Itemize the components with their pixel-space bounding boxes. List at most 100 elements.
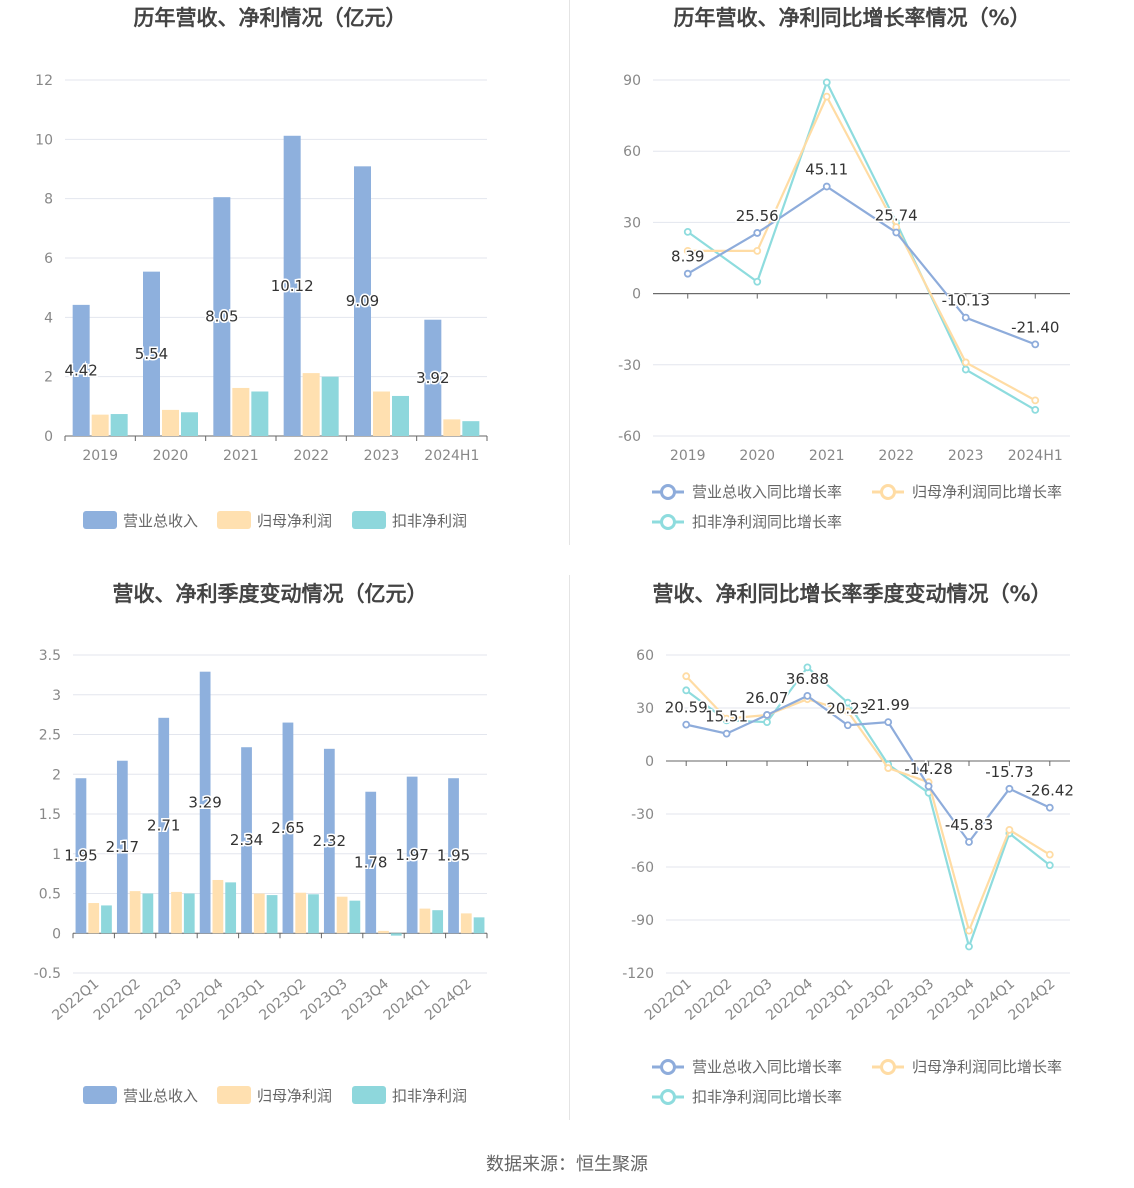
annual-growth-rate-chart: 历年营收、净利同比增长率情况（%） -60 -30 0 30 60 90 2019 2020 20… — [618, 6, 1070, 531]
legend-swatch — [83, 1086, 117, 1104]
data-point — [803, 663, 812, 672]
legend-label: 营业总收入 — [123, 512, 198, 530]
bar-parent-profit — [302, 373, 320, 436]
data-label: 2.17 — [106, 838, 139, 856]
x-tick-label: 2019 — [82, 448, 118, 464]
data-point — [843, 698, 852, 707]
data-label: -10.13 — [942, 292, 990, 310]
data-label: 9.09 — [346, 292, 379, 310]
legend-swatch — [217, 1086, 251, 1104]
bar-parent-profit — [232, 387, 250, 436]
data-point — [1031, 396, 1040, 405]
data-label: 26.07 — [746, 689, 789, 707]
x-tick-label: 2023 — [364, 448, 400, 464]
data-label: 21.99 — [867, 696, 910, 714]
y-tick-label: 30 — [636, 701, 654, 717]
chart-title: 营收、净利同比增长率季度变动情况（%） — [652, 582, 1051, 606]
line-series — [685, 675, 1051, 935]
x-tick-label: 2023 — [948, 448, 984, 464]
x-tick-label: 2022 — [878, 448, 914, 464]
legend-label: 归母净利润 — [257, 512, 332, 530]
data-point — [682, 720, 691, 729]
bar-revenue — [143, 271, 160, 436]
data-point — [683, 227, 692, 236]
y-tick-label: 0.5 — [39, 887, 61, 903]
bar-parent-profit — [373, 391, 390, 436]
x-tick-label: 2021 — [223, 448, 259, 464]
chart-title: 历年营收、净利情况（亿元） — [134, 6, 407, 30]
legend-label: 归母净利润同比增长率 — [912, 483, 1062, 501]
data-point — [722, 729, 731, 738]
data-point — [843, 707, 852, 716]
bar-parent-profit — [88, 903, 100, 934]
line-series — [685, 694, 1051, 844]
data-point — [803, 691, 812, 700]
y-tick-label: 60 — [636, 648, 654, 664]
bar-deducted-profit — [462, 421, 480, 436]
data-label: 45.11 — [805, 161, 848, 179]
bar-revenue — [116, 760, 128, 934]
data-label: 2.71 — [147, 817, 180, 835]
data-label: 25.56 — [736, 207, 779, 225]
bar-revenue — [241, 747, 252, 934]
data-point — [884, 764, 893, 772]
data-point — [1031, 405, 1040, 414]
line-series — [685, 665, 1051, 951]
x-tick-label: 2020 — [153, 448, 189, 464]
bar-deducted-profit — [225, 882, 237, 934]
x-tick-label: 2020 — [739, 448, 775, 464]
x-tick-label: 2022 — [293, 448, 329, 464]
y-tick-label: -0.5 — [34, 966, 61, 982]
y-tick-label: 2.5 — [39, 728, 61, 744]
legend-label: 扣非净利润同比增长率 — [692, 513, 842, 531]
data-point — [822, 92, 831, 101]
y-tick-label: 0 — [645, 754, 654, 770]
data-label: 3.29 — [188, 793, 221, 811]
bar-parent-profit — [443, 419, 461, 436]
data-point — [892, 228, 901, 237]
legend-marker — [660, 1059, 676, 1075]
data-point — [763, 718, 771, 727]
legend-marker — [660, 484, 676, 500]
annual-revenue-profit-chart: 历年营收、净利情况（亿元） 0 2 4 6 8 10 12 2019 2020 2021 2022 20… — [35, 6, 488, 530]
legend-label: 营业总收入同比增长率 — [692, 483, 842, 501]
data-label: 8.39 — [671, 248, 704, 266]
bar-parent-profit — [162, 409, 179, 436]
bar-parent-profit — [419, 908, 431, 934]
data-label: -15.73 — [985, 763, 1033, 781]
y-tick-label: 3.5 — [39, 648, 61, 664]
data-point — [683, 246, 692, 255]
legend-marker — [880, 1059, 896, 1075]
y-tick-label: -90 — [631, 913, 654, 929]
data-label: 1.95 — [64, 847, 97, 865]
bar-revenue — [323, 748, 335, 934]
data-label: 2.32 — [313, 832, 346, 850]
data-point — [753, 229, 762, 237]
data-point — [722, 714, 731, 723]
data-point — [763, 711, 771, 719]
y-tick-label: 6 — [44, 251, 53, 267]
data-label: 15.51 — [705, 708, 748, 726]
data-label: 10.12 — [271, 277, 314, 295]
bar-revenue — [75, 778, 87, 934]
data-point — [884, 718, 893, 727]
data-label: -45.83 — [945, 816, 993, 834]
legend-marker — [660, 514, 676, 530]
bar-revenue — [158, 717, 170, 934]
data-label: -26.42 — [1026, 782, 1074, 800]
data-label: 25.74 — [875, 207, 918, 225]
bar-deducted-profit — [390, 933, 402, 936]
legend-label: 扣非净利润 — [392, 512, 467, 530]
bar-parent-profit — [378, 930, 389, 934]
data-point — [961, 313, 970, 322]
bar-deducted-profit — [142, 893, 154, 934]
bar-revenue — [72, 304, 90, 436]
data-point — [965, 838, 973, 846]
y-tick-label: -120 — [622, 966, 654, 982]
data-point — [682, 686, 691, 695]
legend-marker — [660, 1089, 676, 1105]
bar-deducted-profit — [321, 376, 339, 436]
data-point — [924, 782, 933, 791]
bar-revenue — [365, 791, 377, 934]
y-tick-label: 0 — [632, 287, 641, 303]
